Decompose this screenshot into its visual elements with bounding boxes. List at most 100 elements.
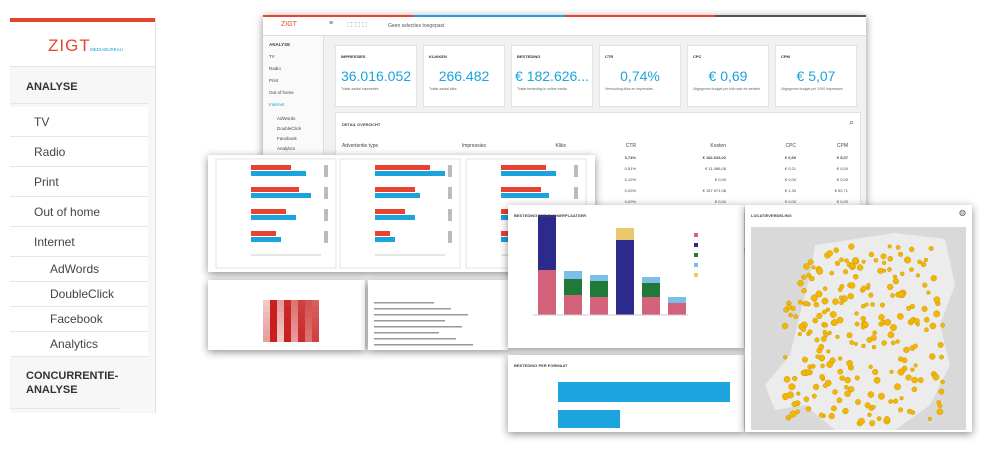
table-cell: € 5,07 [836, 155, 848, 160]
stack-seg [590, 281, 608, 297]
search-icon[interactable]: ⌕ [848, 117, 854, 127]
heat-cell [312, 318, 319, 324]
land [765, 233, 955, 430]
list-line [374, 314, 468, 316]
heat-cell [284, 336, 291, 342]
table-cell: 0,51% [624, 166, 636, 171]
kpi-value: € 5,07 [796, 68, 836, 84]
map-dot [783, 355, 788, 360]
map [751, 227, 966, 430]
menu-item[interactable]: Facebook [10, 307, 148, 332]
globe-icon[interactable]: ◍ [959, 208, 966, 217]
kpi-card: CTR 0,74% Verhouding kliks en impressies [599, 45, 681, 107]
nav-item[interactable]: Internet [269, 102, 285, 107]
heat-cell [263, 312, 270, 318]
map-dot [883, 416, 890, 423]
menu-item[interactable]: AdWords [10, 257, 148, 282]
heat-cell [270, 330, 277, 336]
map-dot [783, 376, 791, 383]
heat-cell [270, 336, 277, 342]
map-dot [789, 410, 797, 418]
kpi-desc: Verhouding kliks en impressies [605, 87, 654, 91]
stack-seg [590, 297, 608, 315]
kpi-value: 36.016.052 [340, 68, 412, 84]
list-window [368, 280, 508, 350]
map-dot [895, 339, 900, 344]
map-dot [917, 259, 922, 265]
heat-cell [305, 324, 312, 330]
bar-red [375, 165, 430, 170]
nav-item[interactable]: Out of home [269, 90, 294, 95]
menu-item[interactable]: ANALYSE [10, 70, 148, 104]
table-title: DETAIL OVERZICHT [342, 122, 381, 127]
map-dot [812, 317, 819, 324]
heat-cell [284, 306, 291, 312]
map-dot [839, 300, 844, 306]
format-title: BESTEDING PER FORMAAT [514, 363, 568, 368]
map-dot [818, 343, 825, 350]
legend-swatch [694, 263, 698, 267]
nav-item[interactable]: DoubleClick [277, 126, 302, 131]
menu-item[interactable]: Print [10, 167, 148, 197]
legend-swatch [694, 253, 698, 257]
menu-item[interactable]: Out of home [10, 197, 148, 227]
map-dot [861, 259, 866, 264]
map-dot [922, 282, 928, 288]
nav-item[interactable]: Facebook [277, 136, 297, 141]
map-dot [797, 280, 804, 287]
kpi-label: CTR [605, 54, 614, 59]
map-dot [797, 332, 802, 337]
menu-item[interactable]: Internet [10, 227, 148, 257]
map-dot [878, 314, 885, 321]
table-header: CPC [785, 143, 796, 149]
bar-blue [501, 193, 549, 198]
menu-item[interactable]: Analytics [10, 332, 148, 357]
stack-seg [538, 215, 556, 270]
bar-blue [501, 171, 556, 176]
stacked-chart [533, 215, 698, 316]
map-dot [879, 302, 885, 308]
heat-cell [298, 324, 305, 330]
map-dot [807, 329, 813, 335]
menu-item[interactable]: Radio [10, 137, 148, 167]
table-cell: € 0,00 [836, 177, 848, 182]
bar-blue [251, 237, 281, 242]
format-window: BESTEDING PER FORMAAT [508, 355, 744, 432]
stack-seg [564, 295, 582, 315]
menu-item[interactable]: DoubleClick [10, 282, 148, 307]
kpi-desc: Totale besteding in online media [517, 87, 568, 91]
table-header: Kliks [555, 143, 566, 149]
map-dot [940, 322, 946, 328]
map-dot [892, 398, 899, 404]
kpi-desc: Uitgegeven budget per klik naar de websi… [693, 87, 761, 91]
map-dot [820, 336, 827, 342]
menu-icon[interactable]: ≡ [329, 20, 334, 27]
dash-logo: ZIGT [281, 21, 297, 28]
sparkline [448, 187, 452, 199]
table-cell: € 0,00 [714, 199, 726, 204]
menu-item[interactable]: CONCURRENTIE-ANALYSE [10, 357, 120, 409]
map-dot [907, 408, 913, 415]
map-dot [802, 356, 808, 363]
menu-item[interactable]: TV [10, 107, 148, 137]
heat-cell [270, 324, 277, 330]
table-cell: € 182.626,02 [702, 155, 726, 160]
tool-icons[interactable]: ⬚ ⬚ ⬚ [347, 22, 368, 28]
nav-item[interactable]: Analytics [277, 146, 296, 151]
stack-seg [616, 228, 634, 240]
nav-item[interactable]: ANALYSE [269, 42, 291, 47]
map-dot [831, 319, 839, 326]
map-dot [800, 326, 807, 333]
sparkline [574, 187, 578, 199]
map-dot [937, 341, 944, 348]
nav-item[interactable]: TV [269, 54, 275, 59]
heat-cell [277, 306, 284, 312]
table-header: Advertentie type [342, 143, 379, 149]
map-dot [897, 368, 905, 376]
map-dot [844, 390, 851, 397]
sparkline [448, 209, 452, 221]
heat-cell [291, 324, 298, 330]
nav-item[interactable]: Print [269, 78, 279, 83]
nav-item[interactable]: AdWords [277, 116, 296, 121]
nav-item[interactable]: Radio [269, 66, 281, 71]
